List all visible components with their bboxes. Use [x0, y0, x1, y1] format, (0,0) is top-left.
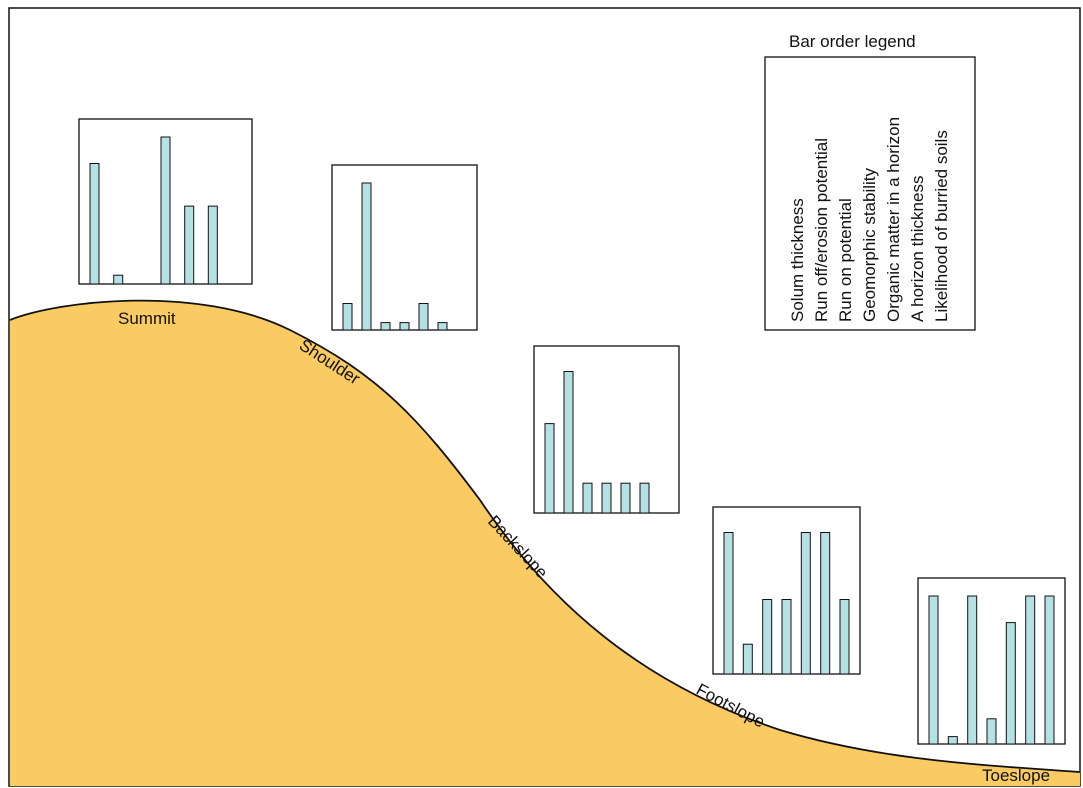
hillslope-profile — [10, 300, 1080, 786]
bar-3 — [380, 322, 391, 331]
bar-4 — [781, 599, 792, 675]
legend-item: Organic matter in a horizon — [884, 117, 903, 322]
bar-5 — [418, 303, 429, 331]
bar-4 — [160, 136, 171, 285]
bar-panel-toeslope — [917, 577, 1066, 745]
bar-panel-footslope — [712, 506, 861, 675]
bar-3 — [762, 599, 773, 675]
legend-item: A horizon thickness — [908, 176, 927, 322]
legend-item: Run on potential — [836, 198, 855, 322]
bar-1 — [89, 163, 100, 285]
bar-4 — [986, 718, 997, 745]
bar-6 — [1025, 595, 1036, 745]
bar-6 — [639, 482, 650, 514]
legend-item: Solum thickness — [788, 198, 807, 322]
panel-frame — [917, 577, 1066, 745]
bar-2 — [361, 182, 372, 331]
bar-6 — [437, 322, 448, 331]
bar-7 — [1044, 595, 1055, 745]
bar-3 — [582, 482, 593, 514]
hillslope-outline — [9, 299, 1081, 773]
bar-1 — [342, 303, 353, 331]
bar-6 — [207, 205, 218, 285]
panel-frame — [331, 164, 478, 331]
legend-box — [764, 56, 976, 331]
bar-panel-summit — [78, 118, 253, 285]
bar-2 — [563, 371, 574, 514]
legend-item: Likelihood of burried soils — [932, 130, 951, 322]
bar-panel-backslope — [533, 345, 680, 514]
bar-panels — [78, 118, 1066, 745]
bar-4 — [399, 322, 410, 331]
legend-items: Solum thickness Run off/erosion potential… — [788, 117, 951, 322]
bar-5 — [800, 532, 811, 675]
bar-1 — [544, 423, 555, 514]
bar-4 — [601, 482, 612, 514]
bar-2 — [113, 274, 124, 285]
bar-3 — [967, 595, 978, 745]
summit-label: Summit — [118, 309, 176, 328]
bar-5 — [1005, 622, 1016, 745]
bar-1 — [928, 595, 939, 745]
bar-2 — [742, 643, 753, 675]
bar-panel-shoulder — [331, 164, 478, 331]
bar-6 — [820, 532, 831, 675]
bar-5 — [620, 482, 631, 514]
legend-item: Run off/erosion potential — [812, 138, 831, 322]
bar-5 — [184, 205, 195, 285]
bar-1 — [723, 532, 734, 675]
toeslope-label: Toeslope — [982, 766, 1050, 785]
bar-2 — [947, 736, 958, 745]
legend-item: Geomorphic stability — [860, 167, 879, 322]
bar-7 — [839, 599, 850, 675]
legend-title: Bar order legend — [789, 32, 916, 51]
